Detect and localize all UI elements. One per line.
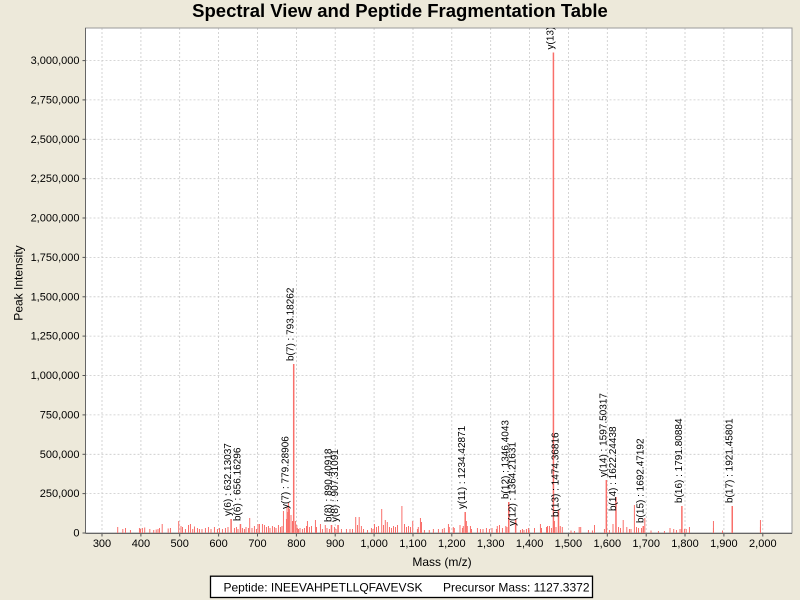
svg-text:y(11) : 1234.42871: y(11) : 1234.42871	[457, 425, 468, 509]
svg-text:2,500,000: 2,500,000	[31, 134, 80, 146]
svg-text:250,000: 250,000	[40, 488, 80, 500]
svg-text:Peak Intensity: Peak Intensity	[12, 245, 26, 320]
svg-text:y(8) : 907.31091: y(8) : 907.31091	[330, 449, 341, 522]
svg-text:1,750,000: 1,750,000	[31, 252, 80, 264]
svg-text:1,300: 1,300	[477, 538, 505, 550]
svg-text:700: 700	[248, 538, 266, 550]
svg-text:y(14) : 1597.50317: y(14) : 1597.50317	[598, 393, 609, 477]
svg-text:y(6) : 632.13037: y(6) : 632.13037	[223, 443, 234, 516]
svg-text:2,750,000: 2,750,000	[31, 94, 80, 106]
svg-text:1,500,000: 1,500,000	[31, 291, 80, 303]
svg-text:Peptide: INEEVAHPETLLQFAVEVSK: Peptide: INEEVAHPETLLQFAVEVSK	[224, 581, 423, 595]
svg-text:Precursor Mass: 1127.3372: Precursor Mass: 1127.3372	[443, 581, 590, 595]
svg-text:b(14) : 1622.24438: b(14) : 1622.24438	[608, 426, 619, 511]
svg-text:400: 400	[132, 538, 150, 550]
svg-text:y(13) : 1461.36816: y(13) : 1461.36816	[545, 0, 556, 50]
svg-text:b(8) : 890.40918: b(8) : 890.40918	[323, 448, 334, 522]
svg-text:900: 900	[326, 538, 344, 550]
svg-text:b(6) : 656.16296: b(6) : 656.16296	[232, 447, 243, 521]
svg-text:1,400: 1,400	[516, 538, 544, 550]
svg-text:b(7) : 793.18262: b(7) : 793.18262	[286, 287, 297, 361]
svg-text:600: 600	[209, 538, 227, 550]
svg-text:1,200: 1,200	[438, 538, 466, 550]
svg-text:800: 800	[287, 538, 305, 550]
svg-text:b(16) : 1791.80884: b(16) : 1791.80884	[674, 418, 685, 503]
svg-text:500: 500	[171, 538, 189, 550]
svg-text:b(15) : 1692.47192: b(15) : 1692.47192	[635, 438, 646, 523]
svg-text:1,000: 1,000	[360, 538, 388, 550]
svg-text:1,100: 1,100	[399, 538, 427, 550]
svg-text:y(7) : 779.28906: y(7) : 779.28906	[280, 436, 291, 509]
svg-text:1,600: 1,600	[594, 538, 622, 550]
svg-text:b(13) : 1474.36816: b(13) : 1474.36816	[550, 432, 561, 517]
svg-text:1,700: 1,700	[632, 538, 660, 550]
svg-text:0: 0	[73, 528, 79, 540]
svg-text:500,000: 500,000	[40, 449, 80, 461]
svg-text:1,500: 1,500	[555, 538, 583, 550]
svg-text:3,000,000: 3,000,000	[31, 55, 80, 67]
svg-text:750,000: 750,000	[40, 409, 80, 421]
svg-text:1,000,000: 1,000,000	[31, 370, 80, 382]
svg-text:1,800: 1,800	[671, 538, 699, 550]
svg-text:y(12) : 1364.21631: y(12) : 1364.21631	[508, 442, 519, 526]
svg-text:300: 300	[93, 538, 111, 550]
svg-text:1,900: 1,900	[710, 538, 738, 550]
svg-text:2,250,000: 2,250,000	[31, 173, 80, 185]
svg-text:1,250,000: 1,250,000	[31, 331, 80, 343]
svg-text:2,000,000: 2,000,000	[31, 213, 80, 225]
svg-text:Spectral View and Peptide Frag: Spectral View and Peptide Fragmentation …	[192, 0, 608, 21]
svg-text:b(12) : 1346.4043: b(12) : 1346.4043	[501, 420, 512, 499]
svg-text:b(17) : 1921.45801: b(17) : 1921.45801	[724, 418, 735, 503]
svg-text:Mass (m/z): Mass (m/z)	[412, 555, 471, 569]
svg-text:2,000: 2,000	[749, 538, 777, 550]
